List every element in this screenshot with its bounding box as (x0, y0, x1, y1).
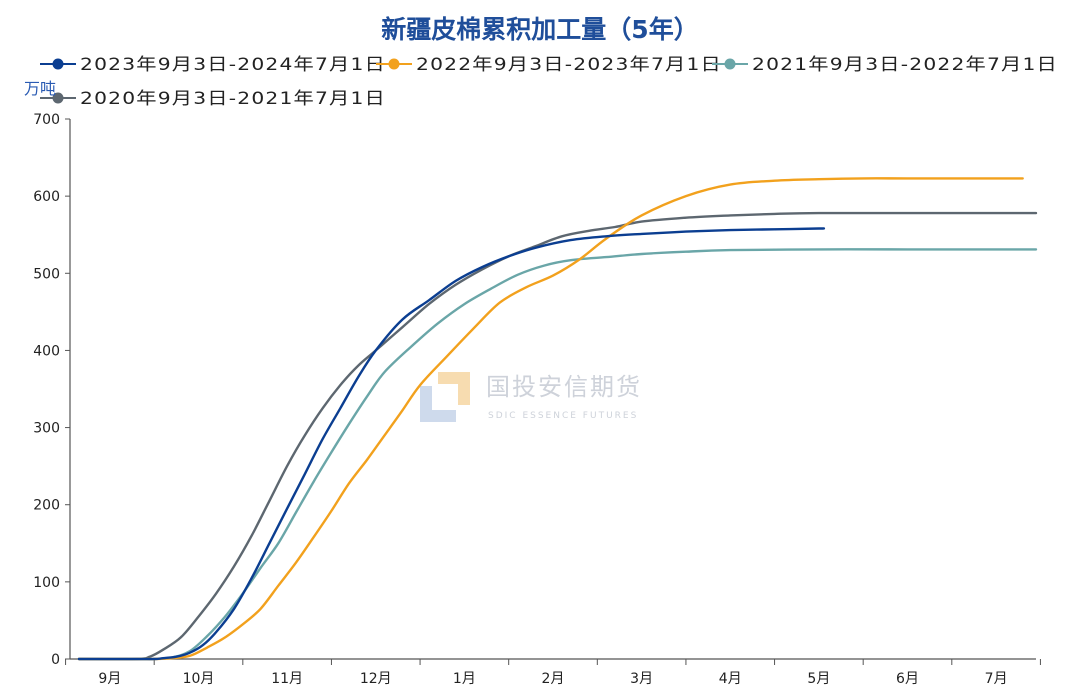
y-tick-label: 700 (33, 112, 60, 128)
watermark-text-cn: 国投安信期货 (486, 373, 642, 401)
x-tick-label: 9月 (98, 671, 121, 687)
legend-label-2022: 2022年9月3日-2023年7月1日 (416, 55, 722, 75)
legend-item-2021[interactable]: 2021年9月3日-2022年7月1日 (712, 55, 1058, 75)
series-lines (77, 177, 1038, 661)
y-tick-label: 500 (33, 266, 60, 282)
x-ticks: 9月 10月 11月 12月 1月 2月 3月 4月 5月 6月 7月 (65, 659, 1041, 687)
legend-marker-2023 (52, 58, 64, 70)
x-tick-label: 3月 (630, 671, 653, 687)
x-tick-label: 5月 (807, 671, 830, 687)
series-line-2020 (77, 211, 1038, 661)
legend-label-2021: 2021年9月3日-2022年7月1日 (752, 55, 1058, 75)
x-tick-label: 7月 (985, 671, 1008, 687)
chart-title: 新疆皮棉累积加工量（5年） (381, 15, 698, 44)
legend-label-2023: 2023年9月3日-2024年7月1日 (80, 55, 386, 75)
y-tick-label: 400 (33, 343, 60, 359)
watermark-logo-mark (438, 372, 470, 405)
y-tick-label: 100 (33, 575, 60, 591)
series-line-2021 (77, 248, 1038, 661)
legend-marker-2021 (724, 58, 736, 70)
legend-label-2020: 2020年9月3日-2021年7月1日 (80, 89, 386, 109)
legend-marker-2020 (52, 92, 64, 104)
y-tick-label: 200 (33, 498, 60, 514)
legend-marker-2022 (388, 58, 400, 70)
legend-item-2022[interactable]: 2022年9月3日-2023年7月1日 (376, 55, 722, 75)
legend-item-2023[interactable]: 2023年9月3日-2024年7月1日 (40, 55, 386, 75)
x-tick-label: 11月 (271, 671, 303, 687)
x-tick-label: 6月 (896, 671, 919, 687)
y-tick-label: 0 (51, 652, 60, 668)
y-axis-unit: 万吨 (24, 79, 56, 98)
x-tick-label: 2月 (542, 671, 565, 687)
legend-item-2020[interactable]: 2020年9月3日-2021年7月1日 (40, 89, 386, 109)
watermark-logo-mark-2 (420, 386, 456, 422)
x-tick-label: 10月 (183, 671, 215, 687)
series-line-2022 (77, 177, 1024, 661)
x-tick-label: 12月 (360, 671, 392, 687)
y-tick-label: 600 (33, 189, 60, 205)
watermark-text-en: SDIC ESSENCE FUTURES (488, 411, 638, 421)
y-ticks: 0 100 200 300 400 500 600 700 (33, 112, 70, 668)
x-tick-label: 1月 (453, 671, 476, 687)
y-tick-label: 300 (33, 421, 60, 437)
watermark: 国投安信期货 SDIC ESSENCE FUTURES (420, 372, 642, 422)
series-line-2023 (77, 227, 826, 661)
x-tick-label: 4月 (719, 671, 742, 687)
legend: 2023年9月3日-2024年7月1日 2022年9月3日-2023年7月1日 … (40, 55, 1058, 109)
